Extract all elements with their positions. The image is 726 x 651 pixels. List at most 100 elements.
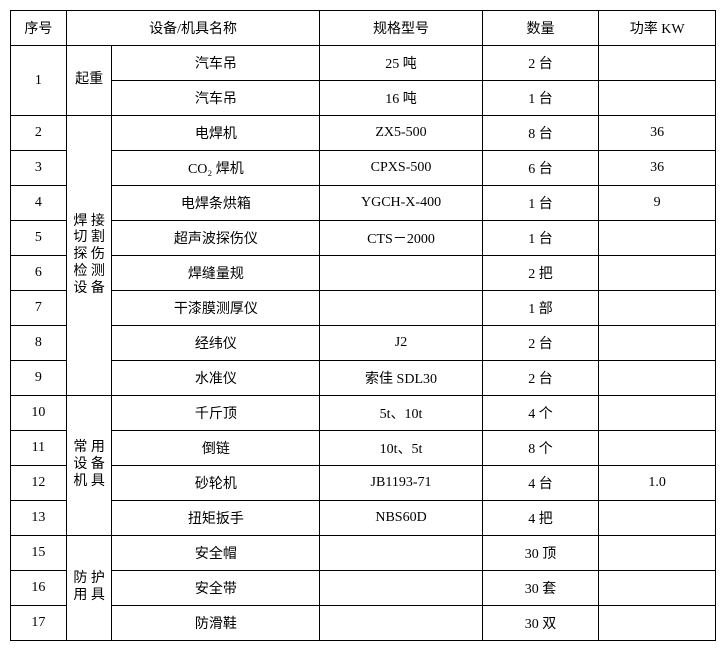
cell-power <box>599 256 716 291</box>
cell-qty: 4 台 <box>482 466 599 501</box>
cell-seq: 11 <box>11 431 67 466</box>
cell-name: 经纬仪 <box>112 326 320 361</box>
cat-line: 接 <box>91 214 105 229</box>
cell-power <box>599 571 716 606</box>
cell-spec: YGCH-X-400 <box>320 186 482 221</box>
cell-seq: 12 <box>11 466 67 501</box>
cell-seq: 8 <box>11 326 67 361</box>
cell-name: 汽车吊 <box>112 46 320 81</box>
cell-qty: 6 台 <box>482 151 599 186</box>
table-row: 1 起重 汽车吊 25 吨 2 台 <box>11 46 716 81</box>
cell-seq: 3 <box>11 151 67 186</box>
cell-spec <box>320 536 482 571</box>
cell-seq: 2 <box>11 116 67 151</box>
cell-power <box>599 606 716 641</box>
cell-category: 焊 接 切 割 探 伤 检 测 设 备 <box>66 116 112 396</box>
cell-qty: 1 台 <box>482 186 599 221</box>
cell-spec <box>320 291 482 326</box>
cat-line: 防 <box>73 571 87 586</box>
cell-qty: 30 套 <box>482 571 599 606</box>
cell-seq: 6 <box>11 256 67 291</box>
table-row: 10 常 用 设 备 机 具 千斤顶 5t、10t 4 个 <box>11 396 716 431</box>
cell-spec <box>320 256 482 291</box>
cell-power <box>599 396 716 431</box>
cat-line: 测 <box>91 264 105 279</box>
cell-spec: ZX5-500 <box>320 116 482 151</box>
cell-name: 焊缝量规 <box>112 256 320 291</box>
cell-seq: 9 <box>11 361 67 396</box>
cell-category: 起重 <box>66 46 112 116</box>
cell-name: CO₂ 焊机 <box>112 151 320 186</box>
cell-name: 扭矩扳手 <box>112 501 320 536</box>
cell-qty: 1 台 <box>482 221 599 256</box>
cat-line: 具 <box>91 588 105 603</box>
cell-qty: 2 台 <box>482 46 599 81</box>
cat-label: 起重 <box>75 72 103 87</box>
cell-spec: 10t、5t <box>320 431 482 466</box>
cell-power: 1.0 <box>599 466 716 501</box>
cell-qty: 2 把 <box>482 256 599 291</box>
table-row: 4 电焊条烘箱 YGCH-X-400 1 台 9 <box>11 186 716 221</box>
cell-qty: 2 台 <box>482 361 599 396</box>
cell-spec: 5t、10t <box>320 396 482 431</box>
cell-spec: NBS60D <box>320 501 482 536</box>
cat-line: 切 <box>73 230 87 245</box>
header-seq: 序号 <box>11 11 67 46</box>
cat-line: 备 <box>91 281 105 296</box>
cell-qty: 2 台 <box>482 326 599 361</box>
cell-qty: 30 顶 <box>482 536 599 571</box>
cell-seq: 10 <box>11 396 67 431</box>
table-row: 15 防 护 用 具 安全帽 30 顶 <box>11 536 716 571</box>
cell-name: 千斤顶 <box>112 396 320 431</box>
cell-power <box>599 361 716 396</box>
cell-seq: 15 <box>11 536 67 571</box>
table-row: 12 砂轮机 JB1193-71 4 台 1.0 <box>11 466 716 501</box>
header-spec: 规格型号 <box>320 11 482 46</box>
cell-name: 安全帽 <box>112 536 320 571</box>
cat-line: 机 <box>73 474 87 489</box>
cell-qty: 1 部 <box>482 291 599 326</box>
table-row: 9 水准仪 索佳 SDL30 2 台 <box>11 361 716 396</box>
cell-category: 防 护 用 具 <box>66 536 112 641</box>
table-row: 2 焊 接 切 割 探 伤 检 测 设 备 电焊机 ZX5-500 8 台 36 <box>11 116 716 151</box>
cell-name: 干漆膜测厚仪 <box>112 291 320 326</box>
cell-qty: 30 双 <box>482 606 599 641</box>
cell-spec: JB1193-71 <box>320 466 482 501</box>
cell-name: 倒链 <box>112 431 320 466</box>
table-row: 17 防滑鞋 30 双 <box>11 606 716 641</box>
cell-name: 电焊条烘箱 <box>112 186 320 221</box>
table-row: 11 倒链 10t、5t 8 个 <box>11 431 716 466</box>
cat-line: 用 <box>91 440 105 455</box>
cell-power: 9 <box>599 186 716 221</box>
cell-seq: 4 <box>11 186 67 221</box>
header-qty: 数量 <box>482 11 599 46</box>
cell-spec: 16 吨 <box>320 81 482 116</box>
cat-line: 常 <box>73 440 87 455</box>
cell-power <box>599 291 716 326</box>
table-row: 汽车吊 16 吨 1 台 <box>11 81 716 116</box>
cell-name: 防滑鞋 <box>112 606 320 641</box>
cell-power <box>599 536 716 571</box>
cell-power <box>599 431 716 466</box>
table-row: 8 经纬仪 J2 2 台 <box>11 326 716 361</box>
cell-qty: 4 把 <box>482 501 599 536</box>
cat-line: 检 <box>73 264 87 279</box>
table-row: 3 CO₂ 焊机 CPXS-500 6 台 36 <box>11 151 716 186</box>
cell-power: 36 <box>599 151 716 186</box>
cat-line: 设 <box>73 457 87 472</box>
cell-name: 超声波探伤仪 <box>112 221 320 256</box>
table-row: 13 扭矩扳手 NBS60D 4 把 <box>11 501 716 536</box>
cat-line: 探 <box>73 247 87 262</box>
cell-name: 汽车吊 <box>112 81 320 116</box>
cell-qty: 1 台 <box>482 81 599 116</box>
cat-line: 伤 <box>91 247 105 262</box>
cell-seq: 17 <box>11 606 67 641</box>
cat-line: 焊 <box>73 214 87 229</box>
cat-line: 备 <box>91 457 105 472</box>
cell-spec: J2 <box>320 326 482 361</box>
cell-spec <box>320 606 482 641</box>
cell-category: 常 用 设 备 机 具 <box>66 396 112 536</box>
cell-seq: 1 <box>11 46 67 116</box>
cell-spec: CPXS-500 <box>320 151 482 186</box>
cell-name: 安全带 <box>112 571 320 606</box>
